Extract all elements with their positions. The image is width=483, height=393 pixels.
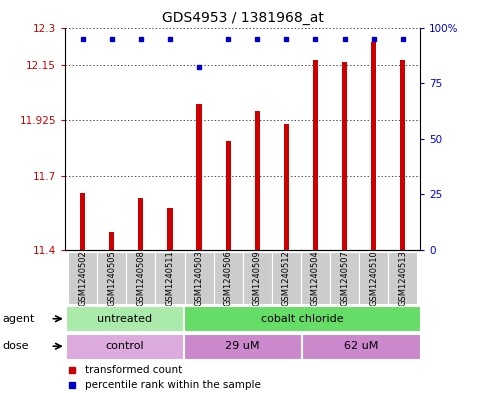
- Text: dose: dose: [2, 341, 29, 351]
- Bar: [127, 252, 156, 304]
- Bar: [330, 252, 359, 304]
- Text: GSM1240505: GSM1240505: [107, 250, 116, 306]
- Text: percentile rank within the sample: percentile rank within the sample: [85, 380, 261, 389]
- Text: transformed count: transformed count: [85, 365, 182, 375]
- Text: GSM1240506: GSM1240506: [224, 250, 233, 306]
- Bar: [197, 104, 202, 250]
- Text: agent: agent: [2, 314, 35, 324]
- Bar: [371, 42, 376, 250]
- Bar: [80, 193, 85, 250]
- Bar: [342, 62, 347, 250]
- Bar: [167, 208, 172, 250]
- Text: GSM1240502: GSM1240502: [78, 250, 87, 306]
- Bar: [66, 307, 183, 331]
- Text: GSM1240510: GSM1240510: [369, 250, 378, 306]
- Text: 62 uM: 62 uM: [344, 341, 378, 351]
- Bar: [255, 111, 260, 250]
- Bar: [156, 252, 185, 304]
- Bar: [388, 252, 417, 304]
- Bar: [213, 252, 243, 304]
- Text: GSM1240507: GSM1240507: [340, 250, 349, 306]
- Text: GSM1240513: GSM1240513: [398, 250, 407, 306]
- Bar: [66, 334, 183, 358]
- Bar: [243, 252, 272, 304]
- Text: GSM1240512: GSM1240512: [282, 250, 291, 306]
- Bar: [97, 252, 127, 304]
- Bar: [68, 252, 97, 304]
- Text: GSM1240509: GSM1240509: [253, 250, 262, 306]
- Bar: [226, 141, 231, 250]
- Title: GDS4953 / 1381968_at: GDS4953 / 1381968_at: [162, 11, 324, 25]
- Bar: [184, 334, 301, 358]
- Text: control: control: [105, 341, 143, 351]
- Bar: [313, 60, 318, 250]
- Bar: [272, 252, 301, 304]
- Bar: [302, 334, 420, 358]
- Text: 29 uM: 29 uM: [226, 341, 260, 351]
- Bar: [185, 252, 213, 304]
- Bar: [400, 60, 405, 250]
- Text: GSM1240504: GSM1240504: [311, 250, 320, 306]
- Bar: [359, 252, 388, 304]
- Bar: [301, 252, 330, 304]
- Bar: [109, 232, 114, 250]
- Text: GSM1240503: GSM1240503: [195, 250, 203, 306]
- Text: GSM1240508: GSM1240508: [136, 250, 145, 306]
- Text: GSM1240511: GSM1240511: [166, 250, 174, 306]
- Text: untreated: untreated: [97, 314, 152, 324]
- Text: cobalt chloride: cobalt chloride: [260, 314, 343, 324]
- Bar: [284, 124, 289, 250]
- Bar: [184, 307, 420, 331]
- Bar: [138, 198, 143, 250]
